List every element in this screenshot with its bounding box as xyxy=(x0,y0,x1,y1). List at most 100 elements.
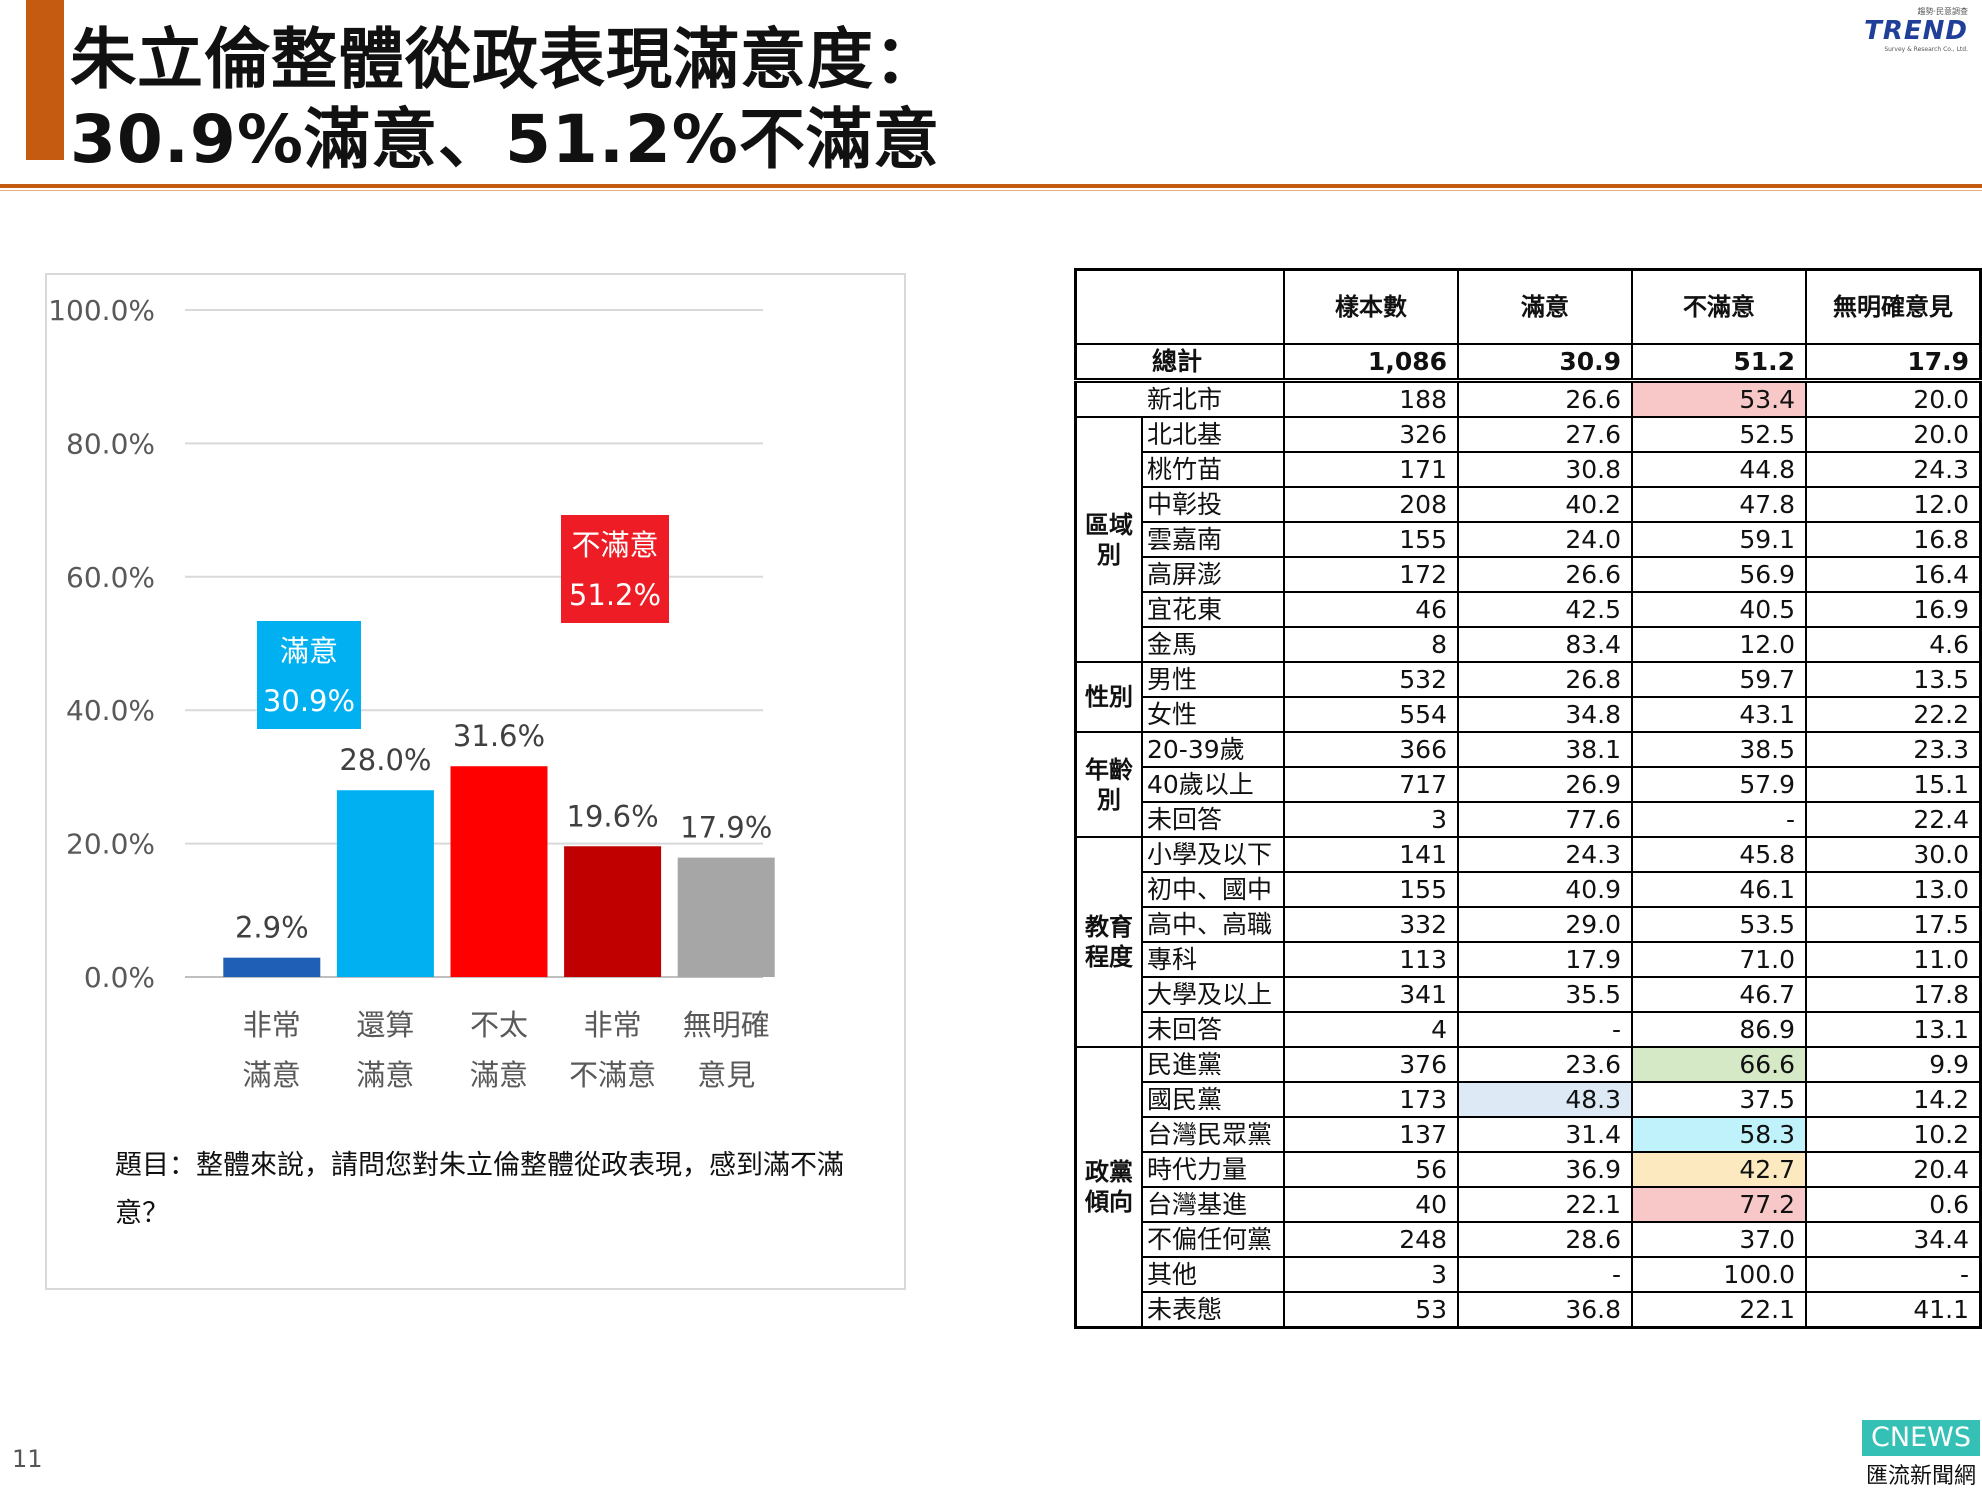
x-tick-label: 意見 xyxy=(697,1058,755,1092)
table-cell: 46.7 xyxy=(1631,976,1807,1013)
table-cell: 53.4 xyxy=(1631,379,1807,418)
table-row: 時代力量 56 36.9 42.7 20.4 xyxy=(1076,1151,1982,1188)
row-label: 小學及以下 xyxy=(1141,836,1285,873)
table-row: 專科 113 17.9 71.0 11.0 xyxy=(1076,941,1982,978)
x-tick-label: 還算 xyxy=(356,1008,414,1042)
table-cell: 326 xyxy=(1283,416,1459,453)
table-cell: 38.1 xyxy=(1457,731,1633,768)
table-cell: 34.8 xyxy=(1457,696,1633,733)
table-cell: 26.6 xyxy=(1457,379,1633,418)
row-label: 北北基 xyxy=(1141,416,1285,453)
table-cell: - xyxy=(1631,801,1807,838)
table-cell: 341 xyxy=(1283,976,1459,1013)
x-tick-label: 不滿意 xyxy=(569,1058,656,1092)
table-cell: 52.5 xyxy=(1631,416,1807,453)
bar xyxy=(564,846,662,977)
table-cell: 8 xyxy=(1283,626,1459,663)
title-divider xyxy=(0,184,1982,188)
data-label: 28.0% xyxy=(339,743,431,777)
table-cell: 53.5 xyxy=(1631,906,1807,943)
data-label: 17.9% xyxy=(680,811,772,845)
table-row: 性別 男性 532 26.8 59.7 13.5 xyxy=(1074,661,1982,733)
table-cell: 15.1 xyxy=(1805,766,1982,803)
table-cell: 42.5 xyxy=(1457,591,1633,628)
table-row: 桃竹苗 171 30.8 44.8 24.3 xyxy=(1076,451,1982,488)
table-cell: 171 xyxy=(1283,451,1459,488)
table-cell: 41.1 xyxy=(1805,1291,1982,1329)
row-label: 台灣基進 xyxy=(1141,1186,1285,1223)
table-cell: 20.0 xyxy=(1805,379,1982,418)
table-cell: 332 xyxy=(1283,906,1459,943)
row-label: 金馬 xyxy=(1141,626,1285,663)
table-cell: 77.2 xyxy=(1631,1186,1807,1223)
row-label: 國民黨 xyxy=(1141,1081,1285,1118)
table-header-cell: 滿意 xyxy=(1457,268,1633,345)
table-cell: 37.5 xyxy=(1631,1081,1807,1118)
table-cell: 59.7 xyxy=(1631,661,1807,698)
table-row: 教育程度 小學及以下 141 24.3 45.8 30.0 xyxy=(1074,836,1982,1048)
annotation-box xyxy=(257,621,361,729)
table-cell: 172 xyxy=(1283,556,1459,593)
table-header-cell: 不滿意 xyxy=(1631,268,1807,345)
table-row: 台灣民眾黨 137 31.4 58.3 10.2 xyxy=(1076,1116,1982,1153)
y-tick-label: 40.0% xyxy=(66,694,155,727)
row-label: 女性 xyxy=(1141,696,1285,733)
x-tick-label: 非常 xyxy=(243,1008,301,1042)
row-label: 男性 xyxy=(1141,661,1285,698)
row-label: 中彰投 xyxy=(1141,486,1285,523)
x-tick-label: 不太 xyxy=(470,1008,528,1042)
table-cell: 16.8 xyxy=(1805,521,1982,558)
table-cell: 38.5 xyxy=(1631,731,1807,768)
table-row: 未表態 53 36.8 22.1 41.1 xyxy=(1076,1291,1982,1329)
table-row: 新北市 188 26.6 53.4 20.0 xyxy=(1074,379,1982,418)
table-cell: 17.5 xyxy=(1805,906,1982,943)
table-cell: 20.4 xyxy=(1805,1151,1982,1188)
table-cell: 42.7 xyxy=(1631,1151,1807,1188)
table-row: 未回答 3 77.6-22.4 xyxy=(1076,801,1982,838)
table-cell: 16.9 xyxy=(1805,591,1982,628)
row-label: 未回答 xyxy=(1141,1011,1285,1048)
table-cell: 26.9 xyxy=(1457,766,1633,803)
survey-question: 題目：整體來說，請問您對朱立倫整體從政表現，感到滿不滿意？ xyxy=(115,1150,844,1229)
row-label: 40歲以上 xyxy=(1141,766,1285,803)
table-cell: 35.5 xyxy=(1457,976,1633,1013)
table-cell: 40.2 xyxy=(1457,486,1633,523)
cnews-logo: CNEWS 匯流新聞網 xyxy=(1862,1420,1980,1489)
table-cell: 36.8 xyxy=(1457,1291,1633,1329)
table-row: 大學及以上 341 35.5 46.7 17.8 xyxy=(1076,976,1982,1013)
row-label: 民進黨 xyxy=(1141,1046,1285,1083)
group-label: 政黨傾向 xyxy=(1074,1046,1143,1329)
table-cell: - xyxy=(1457,1256,1633,1293)
row-label: 宜花東 xyxy=(1141,591,1285,628)
row-label: 桃竹苗 xyxy=(1141,451,1285,488)
table-row: 高中、高職 332 29.0 53.5 17.5 xyxy=(1076,906,1982,943)
logo-tagline: 趨勢‧民意調查 xyxy=(1917,7,1968,16)
table-cell: 13.0 xyxy=(1805,871,1982,908)
row-label: 未回答 xyxy=(1141,801,1285,838)
bar xyxy=(450,766,548,977)
annotation-label: 滿意 xyxy=(280,634,338,668)
table-cell: 34.4 xyxy=(1805,1221,1982,1258)
data-label: 31.6% xyxy=(453,719,545,753)
table-cell: 17.9 xyxy=(1457,941,1633,978)
table-cell: 12.0 xyxy=(1805,486,1982,523)
table-cell: 14.2 xyxy=(1805,1081,1982,1118)
table-row: 初中、國中 155 40.9 46.1 13.0 xyxy=(1076,871,1982,908)
table-cell: 100.0 xyxy=(1631,1256,1807,1293)
table-cell: 46 xyxy=(1283,591,1459,628)
x-tick-label: 滿意 xyxy=(243,1058,301,1092)
table-cell: 26.8 xyxy=(1457,661,1633,698)
table-row: 女性 554 34.8 43.1 22.2 xyxy=(1076,696,1982,733)
table-cell: 26.6 xyxy=(1457,556,1633,593)
group-label: 性別 xyxy=(1074,661,1143,733)
table-cell: 13.5 xyxy=(1805,661,1982,698)
table-row: 政黨傾向 民進黨 376 23.6 66.6 9.9 xyxy=(1074,1046,1982,1329)
y-tick-label: 80.0% xyxy=(66,427,155,460)
table-cell: 24.0 xyxy=(1457,521,1633,558)
row-label: 雲嘉南 xyxy=(1141,521,1285,558)
y-tick-label: 0.0% xyxy=(84,961,155,994)
table-cell: 23.6 xyxy=(1457,1046,1633,1083)
table-cell: 10.2 xyxy=(1805,1116,1982,1153)
table-cell: 86.9 xyxy=(1631,1011,1807,1048)
table-row: 雲嘉南 155 24.0 59.1 16.8 xyxy=(1076,521,1982,558)
